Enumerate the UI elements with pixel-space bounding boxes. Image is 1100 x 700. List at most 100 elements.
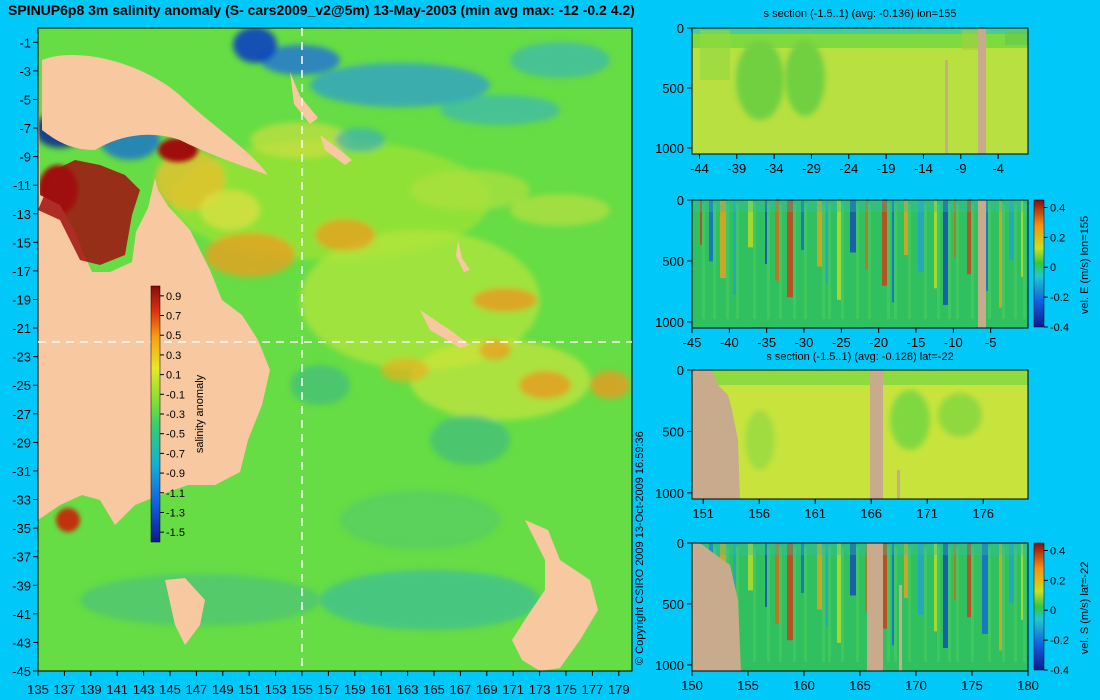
section-s-lat22-title: s section (-1.5..1) (avg: -0.128) lat=-2… — [766, 351, 953, 363]
map-xtick-label: 149 — [212, 682, 234, 697]
velocity-stripe — [934, 200, 937, 289]
map-xtick-label: 157 — [318, 682, 340, 697]
velocity-stripe — [892, 200, 894, 303]
map-colorbar-tick-label: -1.3 — [166, 507, 185, 519]
velocity-section-land — [867, 543, 883, 671]
velocity-stripe — [856, 204, 859, 320]
map-colorbar-tick-label: 0.3 — [166, 350, 181, 362]
section-v-lat22-field — [692, 543, 1028, 671]
velocity-stripe — [801, 543, 804, 593]
velocity-stripe — [767, 547, 770, 663]
map-ytick-label: -19 — [12, 292, 31, 307]
velocity-stripe — [817, 200, 822, 267]
map-ytick-label: -9 — [19, 150, 31, 165]
section-u-lon155-colorbar — [1033, 199, 1045, 328]
velocity-stripe — [753, 204, 756, 320]
map-xtick-label: 151 — [238, 682, 260, 697]
velocity-stripe — [720, 200, 726, 279]
map-colorbar-label: salinity anomaly — [194, 374, 206, 453]
section-v-lat22-xtick-label: 180 — [1017, 678, 1039, 693]
map-xtick-label: 145 — [159, 682, 181, 697]
map-colorbar-ticks: 0.9 0.7 0.5 0.3 0.1 -0.1 -0.3 -0.5 -0.7 -0.9 -1.1 -… — [160, 291, 185, 539]
velocity-stripe — [837, 200, 841, 300]
section-u-lon155-xtick-label: -5 — [985, 335, 997, 350]
velocity-stripe — [924, 547, 927, 663]
velocity-stripe — [971, 547, 974, 663]
map-xtick-label: 165 — [423, 682, 445, 697]
velocity-stripe — [841, 547, 844, 663]
map-ytick-label: -13 — [12, 207, 31, 222]
velocity-stripe — [948, 204, 951, 320]
velocity-stripe — [804, 547, 807, 663]
velocity-stripe — [967, 543, 971, 618]
velocity-stripe — [817, 543, 822, 610]
section-s-lon155-xtick-label: -29 — [802, 161, 821, 176]
velocity-stripe — [882, 200, 887, 286]
map-ytick-label: -15 — [12, 235, 31, 250]
section-s-lon155-ytick-label: 1000 — [655, 141, 684, 156]
section-s-lat22-field — [692, 370, 1028, 499]
section-s-lat22-xtick-label: 171 — [916, 506, 938, 521]
map-xtick-label: 147 — [186, 682, 208, 697]
section-s-lon155-xtick-label: -9 — [955, 161, 967, 176]
copyright-text: © Copyright CSIRO 2009 13-Oct-2009 16:59… — [634, 431, 646, 665]
section-v-lat22-xtick-label: 170 — [905, 678, 927, 693]
velocity-stripe — [1002, 204, 1005, 320]
section-v-lat22-ytick-label: 1000 — [655, 658, 684, 673]
map-xtick-label: 155 — [291, 682, 313, 697]
section-s-lat22-xtick-label: 151 — [692, 506, 714, 521]
velocity-stripe — [943, 543, 948, 648]
section-v-lat22-ticks: 150 155 160 165 170 175 180 0 500 1000 — [655, 536, 1039, 693]
velocity-stripe — [868, 204, 871, 320]
velocity-stripe — [943, 200, 948, 305]
velocity-stripe — [804, 204, 807, 320]
velocity-stripe — [828, 204, 831, 320]
map-ytick-label: -33 — [12, 493, 31, 508]
velocity-stripe — [999, 200, 1002, 308]
section-u-lon155-colorbar-tick-label: -0.4 — [1050, 322, 1069, 334]
map-ytick-label: -1 — [19, 35, 31, 50]
velocity-stripe — [713, 204, 716, 320]
section-v-lat22-colorbar-label: vel. S (m/s) lat=-22 — [1079, 562, 1091, 655]
map-colorbar-tick-label: -0.9 — [166, 468, 185, 480]
map-colorbar-tick-label: 0.7 — [166, 311, 181, 323]
map-ytick-label: -11 — [13, 178, 31, 193]
map-ytick-label: -39 — [12, 578, 31, 593]
section-u-lon155-colorbar-label: vel. E (m/s) lon=155 — [1079, 216, 1091, 314]
velocity-section-land — [899, 585, 902, 671]
velocity-stripe — [988, 547, 991, 663]
section-u-lon155-xtick-label: -30 — [795, 335, 814, 350]
map-colorbar-tick-label: 0.9 — [166, 291, 181, 303]
velocity-stripe — [924, 204, 927, 320]
map-xtick-label: 179 — [608, 682, 630, 697]
velocity-stripe — [918, 543, 924, 615]
map-xtick-label: 177 — [582, 682, 604, 697]
velocity-stripe — [887, 204, 890, 320]
section-u-lon155-xtick-label: -45 — [683, 335, 702, 350]
section-u-lon155-pattern — [692, 200, 1028, 328]
velocity-stripe — [971, 204, 974, 320]
velocity-stripe — [967, 200, 971, 275]
section-v-lat22-ytick-label: 0 — [677, 536, 684, 551]
velocity-stripe — [837, 543, 841, 643]
section-u-lon155-ytick-label: 500 — [662, 254, 684, 269]
velocity-stripe — [887, 547, 890, 663]
velocity-stripe — [775, 200, 779, 281]
section-v-lat22-colorbar-tick-label: -0.4 — [1050, 665, 1069, 677]
section-s-lon155-title: s section (-1.5..1) (avg: -0.136) lon=15… — [764, 8, 957, 20]
velocity-stripe — [726, 204, 729, 320]
velocity-stripe — [822, 204, 825, 320]
velocity-stripe — [700, 200, 702, 245]
section-s-lon155-panel: s section (-1.5..1) (avg: -0.136) lon=15… — [655, 8, 1029, 176]
velocity-stripe — [748, 200, 753, 248]
section-s-lon155-ytick-label: 0 — [677, 21, 684, 36]
section-s-lat22-pattern — [692, 370, 1028, 499]
section-s-lat22-ytick-label: 500 — [662, 424, 684, 439]
section-v-lat22-colorbar-ticks: 0.4 0.2 0 -0.2 -0.4 — [1044, 545, 1069, 677]
velocity-stripe — [1009, 543, 1014, 604]
map-ytick-label: -31 — [12, 464, 31, 479]
velocity-section-land — [692, 543, 741, 671]
section-s-lat22-ytick-label: 1000 — [655, 486, 684, 501]
velocity-stripe — [894, 204, 897, 320]
section-v-lat22-xtick-label: 175 — [961, 678, 983, 693]
